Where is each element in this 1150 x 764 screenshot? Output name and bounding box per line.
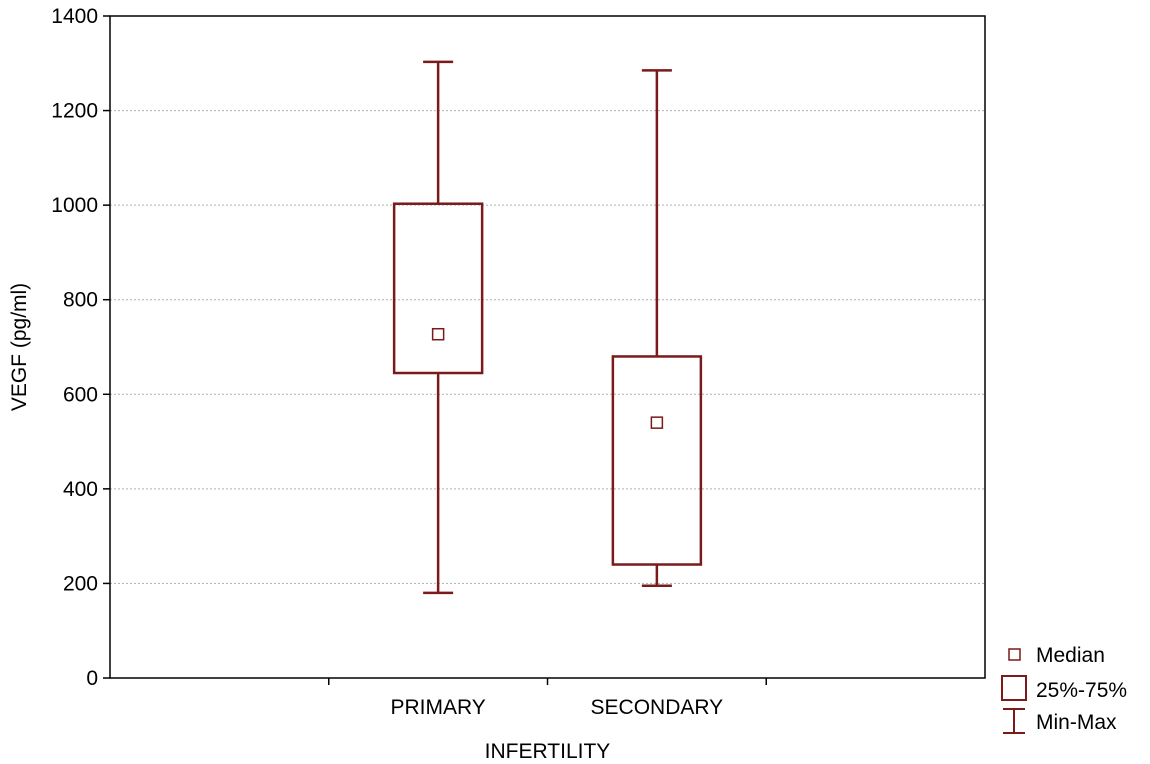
median-marker: [650, 416, 664, 429]
legend-item-iqr: 25%-75%: [1001, 675, 1127, 702]
whisker-symbol: [1003, 708, 1025, 734]
legend-item-median: Median: [1008, 644, 1105, 667]
y-tick-label: 1200: [51, 100, 98, 123]
x-axis-title: INFERTILITY: [485, 740, 611, 763]
box-symbol: [1001, 675, 1027, 701]
y-tick-label: 0: [86, 667, 98, 690]
legend-label-iqr: 25%-75%: [1036, 679, 1127, 702]
x-category-label: SECONDARY: [591, 696, 724, 719]
x-category-label: PRIMARY: [390, 696, 485, 719]
median-symbol: [1008, 648, 1021, 661]
y-tick-label: 400: [63, 478, 98, 501]
box-secondary: [611, 69, 703, 588]
plot-frame: [109, 15, 986, 679]
legend-item-min-max: Min-Max: [1003, 708, 1117, 734]
iqr-box: [611, 355, 703, 566]
x-axis: PRIMARY SECONDARY: [328, 678, 767, 719]
boxes: [392, 60, 703, 595]
box-primary: [392, 60, 484, 595]
y-tick-label: 800: [63, 289, 98, 312]
iqr-box: [392, 202, 484, 375]
median-marker: [431, 327, 445, 341]
legend-label-min-max: Min-Max: [1036, 711, 1117, 734]
y-tick-label: 1000: [51, 194, 98, 217]
y-tick-label: 200: [63, 572, 98, 595]
y-axis-title: VEGF (pg/ml): [8, 283, 31, 411]
legend-label-median: Median: [1036, 644, 1105, 667]
legend: Median 25%-75% Min-Max: [1001, 644, 1127, 734]
grid-lines: [110, 110, 985, 584]
y-axis: 0 200 400 600 800 1000 1200 1400: [51, 5, 110, 690]
y-tick-label: 600: [63, 383, 98, 406]
y-tick-label: 1400: [51, 5, 98, 28]
